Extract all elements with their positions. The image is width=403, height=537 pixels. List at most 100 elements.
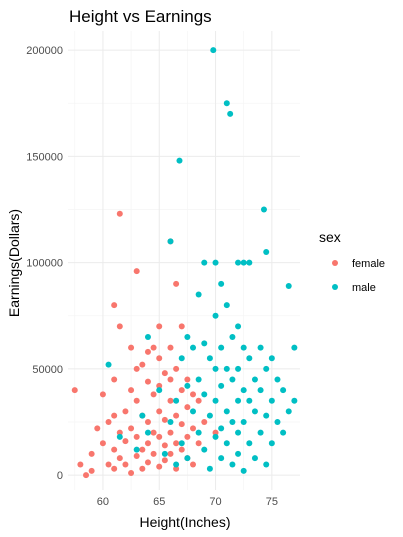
data-point-male — [268, 355, 275, 362]
y-tick-label: 150000 — [26, 151, 63, 163]
data-point-female — [139, 465, 146, 472]
data-point-male — [263, 249, 270, 255]
data-point-female — [144, 348, 151, 355]
data-point-female — [156, 323, 163, 330]
data-point-male — [190, 408, 197, 415]
data-point-male — [291, 344, 298, 351]
x-axis-label: Height(Inches) — [139, 514, 230, 530]
data-point-male — [227, 110, 234, 117]
data-point-female — [128, 425, 135, 432]
y-axis-label: Earnings(Dollars) — [6, 209, 22, 317]
data-point-female — [144, 419, 151, 425]
data-point-female — [128, 344, 135, 351]
data-point-female — [201, 419, 208, 425]
data-point-male — [218, 425, 225, 432]
data-point-female — [190, 425, 197, 432]
data-point-male — [195, 291, 202, 298]
data-point-female — [94, 425, 101, 432]
data-point-female — [156, 463, 163, 470]
data-point-female — [99, 391, 106, 398]
data-point-male — [195, 429, 202, 436]
data-point-male — [178, 355, 185, 362]
data-point-female — [122, 408, 129, 415]
data-point-male — [201, 446, 208, 453]
data-point-female — [71, 387, 78, 394]
data-points — [71, 47, 298, 479]
x-axis-ticks: 60 65 70 75 — [97, 496, 278, 508]
data-point-male — [144, 334, 151, 340]
data-point-female — [167, 397, 174, 404]
data-point-male — [212, 365, 219, 372]
data-point-female — [88, 450, 95, 457]
data-point-male — [178, 440, 185, 447]
data-point-female — [156, 433, 163, 440]
data-point-male — [184, 382, 191, 389]
data-point-male — [184, 334, 191, 340]
data-point-female — [150, 450, 157, 457]
data-point-male — [229, 461, 236, 468]
data-point-male — [285, 283, 292, 289]
data-point-male — [240, 344, 247, 351]
data-point-male — [229, 334, 236, 340]
data-point-female — [139, 446, 146, 453]
data-point-female — [184, 404, 191, 411]
data-point-male — [268, 440, 275, 447]
data-point-male — [240, 467, 247, 474]
data-point-female — [173, 465, 180, 472]
data-point-male — [223, 302, 230, 309]
y-tick-label: 50000 — [32, 364, 63, 376]
x-tick-label: 75 — [266, 496, 278, 508]
x-tick-label: 65 — [153, 496, 165, 508]
data-point-male — [218, 382, 225, 389]
data-point-female — [116, 210, 123, 217]
data-point-male — [291, 397, 298, 404]
data-point-male — [263, 365, 270, 372]
data-point-male — [223, 365, 230, 372]
data-point-male — [251, 408, 258, 415]
data-point-male — [257, 344, 264, 351]
data-point-female — [195, 440, 202, 447]
data-point-male — [280, 387, 287, 394]
data-point-female — [111, 446, 118, 453]
data-point-female — [212, 429, 219, 436]
chart-title: Height vs Earnings — [69, 7, 212, 26]
data-point-female — [144, 459, 151, 466]
data-point-female — [139, 361, 146, 368]
data-point-female — [173, 412, 180, 419]
data-point-male — [167, 419, 174, 425]
data-point-male — [223, 440, 230, 447]
data-point-female — [167, 429, 174, 436]
data-point-male — [280, 429, 287, 436]
data-point-male — [263, 412, 270, 419]
grid — [68, 31, 300, 490]
data-point-female — [150, 429, 157, 436]
data-point-female — [184, 376, 191, 383]
y-tick-label: 200000 — [26, 45, 63, 57]
data-point-female — [167, 376, 174, 383]
legend-key-male — [332, 284, 338, 290]
data-point-male — [235, 429, 242, 436]
data-point-male — [240, 419, 247, 425]
data-point-female — [122, 438, 129, 445]
data-point-female — [83, 472, 90, 479]
data-point-female — [133, 365, 140, 372]
legend: sex female male — [319, 229, 385, 294]
data-point-male — [201, 340, 208, 347]
data-point-male — [251, 376, 258, 383]
data-point-female — [128, 387, 135, 394]
data-point-female — [161, 370, 168, 377]
data-point-male — [235, 259, 242, 266]
legend-label-female: female — [352, 258, 385, 270]
data-point-female — [195, 397, 202, 404]
data-point-female — [161, 416, 168, 423]
data-point-female — [111, 465, 118, 472]
data-point-male — [223, 100, 230, 107]
data-point-male — [246, 440, 253, 447]
data-point-male — [167, 238, 174, 245]
data-point-male — [257, 429, 264, 436]
data-point-male — [116, 433, 123, 440]
data-point-male — [206, 412, 213, 419]
data-point-male — [161, 450, 168, 457]
data-point-female — [99, 440, 106, 447]
data-point-male — [212, 259, 219, 266]
